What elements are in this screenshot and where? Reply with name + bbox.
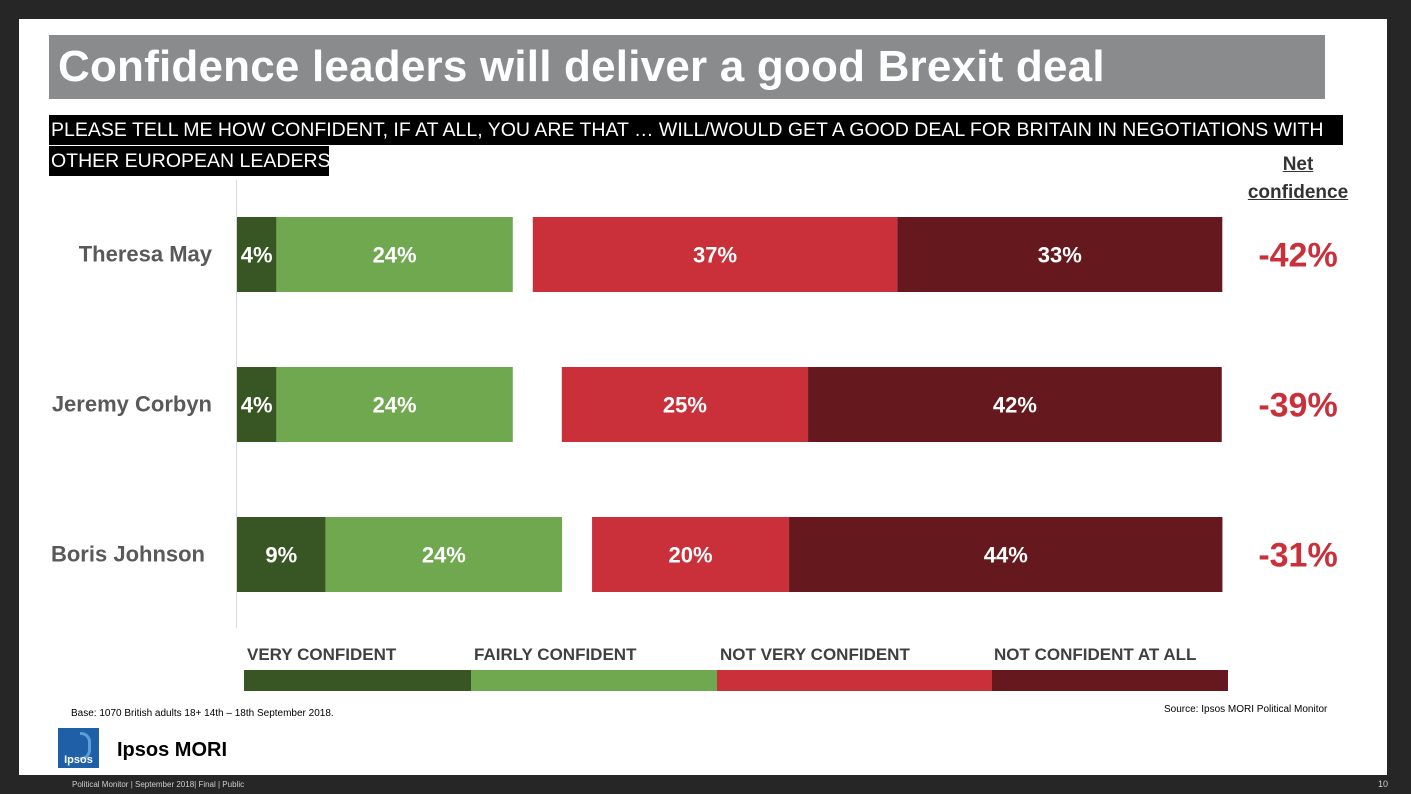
data-label-fairly-confident-theresa-may: 24% bbox=[373, 243, 417, 268]
bar-very-confident-boris-johnson bbox=[237, 517, 326, 592]
legend-label-very-confident: VERY CONFIDENT bbox=[247, 645, 397, 664]
legend-swatch-fairly-confident bbox=[471, 670, 717, 691]
bar-fairly-confident-theresa-may bbox=[276, 217, 513, 292]
net-confidence-header: Net confidence bbox=[1238, 151, 1358, 207]
bar-not-very-confident-theresa-may bbox=[532, 217, 898, 292]
bar-not-confident-at-all-jeremy-corbyn bbox=[808, 367, 1222, 442]
data-label-very-confident-jeremy-corbyn: 4% bbox=[241, 393, 273, 418]
legend-swatch-very-confident bbox=[244, 670, 471, 691]
bar-not-very-confident-jeremy-corbyn bbox=[561, 367, 809, 442]
data-label-not-very-confident-boris-johnson: 20% bbox=[669, 543, 713, 568]
bar-very-confident-theresa-may bbox=[237, 217, 277, 292]
title-bar: Confidence leaders will deliver a good B… bbox=[49, 35, 1325, 99]
legend-swatch-not-confident-at-all bbox=[992, 670, 1228, 691]
data-label-not-confident-at-all-theresa-may: 33% bbox=[1038, 243, 1082, 268]
category-label-theresa-may: Theresa May bbox=[79, 242, 213, 267]
source-note: Source: Ipsos MORI Political Monitor bbox=[1164, 704, 1328, 715]
bar-fairly-confident-boris-johnson bbox=[325, 517, 563, 592]
ipsos-logo: Ipsos bbox=[58, 728, 99, 768]
brand-name: Ipsos MORI bbox=[117, 739, 228, 761]
bar-not-confident-at-all-theresa-may bbox=[897, 217, 1223, 292]
net-confidence-jeremy-corbyn: -39% bbox=[1258, 387, 1337, 425]
legend-swatch-not-very-confident bbox=[717, 670, 992, 691]
data-label-not-very-confident-theresa-may: 37% bbox=[693, 243, 737, 268]
footer-text: Political Monitor | September 2018| Fina… bbox=[72, 780, 245, 789]
logo-mark-icon bbox=[80, 732, 91, 760]
page-title: Confidence leaders will deliver a good B… bbox=[58, 42, 1105, 91]
bar-fairly-confident-jeremy-corbyn bbox=[276, 367, 513, 442]
category-label-jeremy-corbyn: Jeremy Corbyn bbox=[52, 392, 212, 417]
data-label-not-confident-at-all-jeremy-corbyn: 42% bbox=[993, 393, 1037, 418]
data-label-not-confident-at-all-boris-johnson: 44% bbox=[984, 543, 1028, 568]
net-confidence-boris-johnson: -31% bbox=[1258, 537, 1337, 575]
bar-not-confident-at-all-boris-johnson bbox=[789, 517, 1223, 592]
data-label-fairly-confident-jeremy-corbyn: 24% bbox=[373, 393, 417, 418]
bar-not-very-confident-boris-johnson bbox=[592, 517, 790, 592]
question-text-line-1: PLEASE TELL ME HOW CONFIDENT, IF AT ALL,… bbox=[49, 115, 1343, 145]
base-note: Base: 1070 British adults 18+ 14th – 18t… bbox=[71, 708, 334, 719]
question-text-line-2: OTHER EUROPEAN LEADERS? bbox=[49, 146, 341, 176]
logo-text: Ipsos bbox=[64, 754, 93, 766]
bar-very-confident-jeremy-corbyn bbox=[237, 367, 277, 442]
net-confidence-theresa-may: -42% bbox=[1258, 237, 1337, 275]
net-header-line-1: Net bbox=[1282, 154, 1314, 175]
net-header-line-2: confidence bbox=[1247, 182, 1349, 203]
data-label-very-confident-theresa-may: 4% bbox=[241, 243, 273, 268]
data-label-fairly-confident-boris-johnson: 24% bbox=[422, 543, 466, 568]
page-number: 10 bbox=[1378, 779, 1389, 789]
legend-label-not-very-confident: NOT VERY CONFIDENT bbox=[720, 645, 910, 664]
legend-label-fairly-confident: FAIRLY CONFIDENT bbox=[474, 645, 637, 664]
data-label-not-very-confident-jeremy-corbyn: 25% bbox=[663, 393, 707, 418]
legend-label-not-confident-at-all: NOT CONFIDENT AT ALL bbox=[994, 645, 1197, 664]
data-label-very-confident-boris-johnson: 9% bbox=[265, 543, 297, 568]
category-label-boris-johnson: Boris Johnson bbox=[51, 542, 205, 567]
